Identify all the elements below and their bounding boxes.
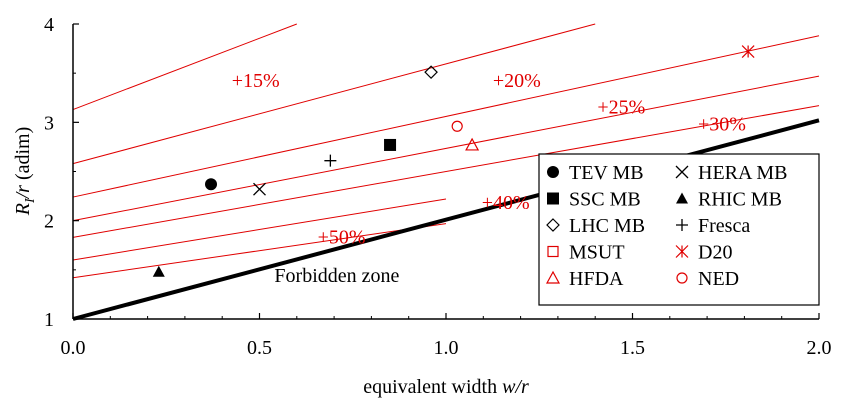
y-axis-title-r: /r bbox=[12, 185, 34, 200]
forbidden-zone-label: Forbidden zone bbox=[274, 265, 399, 287]
curve-label: +40% bbox=[482, 192, 530, 214]
legend-marker bbox=[675, 245, 689, 258]
x-tick-label: 2.0 bbox=[807, 337, 832, 359]
legend-box bbox=[538, 153, 820, 306]
curve-label: +50% bbox=[318, 226, 366, 248]
legend-label: TEV MB bbox=[569, 162, 644, 184]
y-axis-title: RI/r (adim) bbox=[12, 127, 38, 217]
legend-marker bbox=[676, 192, 688, 204]
y-axis-title-rest: (adim) bbox=[12, 127, 34, 185]
ticks: 0.0 0.5 1.0 1.5 2.0 1 2 3 4 bbox=[44, 14, 832, 359]
data-point bbox=[424, 65, 438, 80]
data-point bbox=[741, 45, 755, 58]
data-point bbox=[451, 120, 463, 132]
data-point bbox=[152, 265, 165, 277]
legend-label: D20 bbox=[698, 242, 732, 264]
curve-0 bbox=[72, 23, 297, 111]
x-axis-title: equivalent width w/r bbox=[363, 376, 529, 398]
y-tick-label: 3 bbox=[44, 112, 54, 134]
data-point bbox=[253, 182, 266, 196]
legend-label: MSUT bbox=[569, 242, 625, 264]
legend-marker bbox=[546, 218, 560, 232]
legend-label: SSC MB bbox=[569, 189, 641, 211]
curve-label: +20% bbox=[493, 70, 541, 92]
legend-marker bbox=[676, 272, 688, 284]
x-tick-label: 1.5 bbox=[620, 337, 645, 359]
curve-3 bbox=[72, 75, 820, 222]
legend-marker bbox=[545, 270, 561, 284]
x-tick-label: 0.0 bbox=[61, 337, 86, 359]
data-point bbox=[465, 137, 480, 151]
data-points bbox=[152, 45, 755, 277]
curve-5 bbox=[72, 198, 447, 261]
legend-marker bbox=[547, 192, 559, 205]
legend-label: RHIC MB bbox=[698, 189, 782, 211]
curve-label: +15% bbox=[232, 70, 280, 92]
curve-4 bbox=[72, 105, 820, 238]
legend-label: HFDA bbox=[569, 268, 624, 290]
y-tick-label: 1 bbox=[44, 309, 54, 331]
y-tick-label: 2 bbox=[44, 211, 54, 233]
x-tick-label: 1.0 bbox=[434, 337, 459, 359]
data-point bbox=[205, 178, 218, 191]
legend-marker bbox=[676, 219, 688, 231]
curve-labels: +15% +20% +25% +30% +40% +50% bbox=[232, 70, 746, 248]
x-axis-title-plain: equivalent width bbox=[363, 376, 502, 398]
legend-label: LHC MB bbox=[569, 215, 645, 237]
x-axis-title-italic: w/r bbox=[502, 376, 529, 398]
y-axis-title-sub: I bbox=[23, 197, 38, 204]
legend-label: NED bbox=[698, 268, 739, 290]
legend-marker bbox=[547, 166, 559, 178]
legend-marker bbox=[547, 245, 559, 258]
y-axis-title-R: R bbox=[12, 203, 34, 216]
curve-2 bbox=[72, 35, 820, 198]
data-point bbox=[384, 138, 397, 151]
curve-6 bbox=[72, 223, 447, 279]
legend-label: Fresca bbox=[698, 215, 750, 237]
curve-label: +25% bbox=[597, 97, 645, 119]
x-tick-label: 0.5 bbox=[247, 337, 272, 359]
curve-label: +30% bbox=[698, 113, 746, 135]
legend: TEV MB HERA MB SSC MB RHIC MB LHC MB Fresca MS… bbox=[538, 153, 820, 306]
curve-1 bbox=[72, 23, 596, 165]
y-tick-label: 4 bbox=[44, 14, 54, 36]
data-point bbox=[324, 154, 337, 167]
red-curves bbox=[72, 23, 820, 279]
legend-label: HERA MB bbox=[698, 162, 787, 184]
legend-marker bbox=[675, 165, 689, 179]
